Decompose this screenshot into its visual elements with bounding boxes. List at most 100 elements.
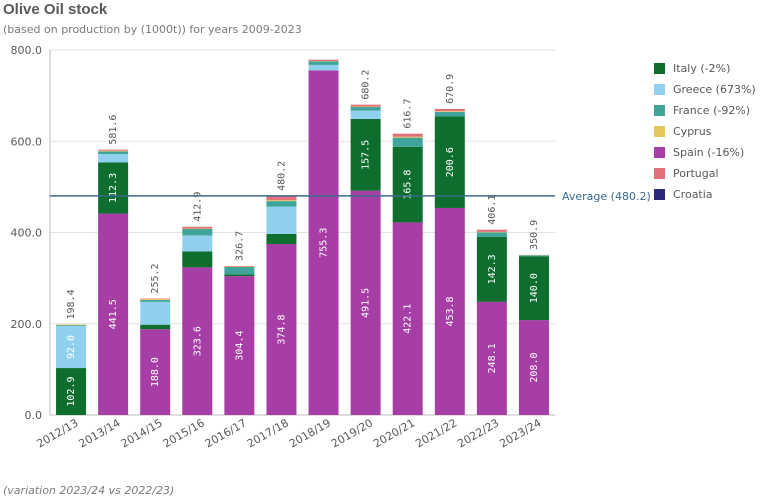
bar-segment[interactable] — [140, 298, 171, 300]
bar-segment[interactable] — [476, 236, 507, 302]
bar-segment[interactable] — [224, 274, 255, 277]
total-label: 198.4 — [66, 289, 77, 319]
chart-subtitle: (based on production by (1000t)) for yea… — [3, 23, 302, 36]
bar-segment[interactable] — [266, 195, 297, 201]
bar-segment[interactable] — [434, 111, 465, 112]
bar-segment[interactable] — [350, 190, 381, 415]
bar-segment[interactable] — [392, 146, 423, 223]
bar-segment[interactable] — [182, 251, 213, 268]
legend-label: France (-92%) — [673, 104, 751, 117]
data-label: 165.8 — [403, 170, 414, 200]
bar-segment[interactable] — [350, 110, 381, 119]
bar-segment[interactable] — [308, 70, 339, 415]
x-tick-label: 2018/19 — [287, 416, 333, 450]
bar-segment[interactable] — [140, 301, 171, 325]
bar-segment[interactable] — [56, 325, 87, 327]
bar-segment[interactable] — [98, 213, 129, 415]
bar-segment[interactable] — [182, 267, 213, 415]
bar-segment[interactable] — [266, 201, 297, 207]
bar-segment[interactable] — [56, 324, 87, 326]
legend-label: Croatia — [673, 188, 713, 201]
total-label: 350.9 — [529, 220, 540, 250]
legend-item[interactable]: Croatia — [654, 184, 756, 205]
bar-segment[interactable] — [350, 107, 381, 111]
bar-segment[interactable] — [350, 104, 381, 107]
bar-segment[interactable] — [266, 200, 297, 202]
total-label: 255.2 — [150, 263, 161, 293]
bar-segment[interactable] — [308, 59, 339, 62]
legend-label: Italy (-2%) — [673, 62, 731, 75]
bar-segment[interactable] — [98, 150, 129, 152]
x-tick-label: 2022/23 — [455, 416, 501, 450]
bar-segment[interactable] — [182, 226, 213, 229]
bar-segment[interactable] — [434, 207, 465, 415]
legend-item[interactable]: Spain (-16%) — [654, 142, 756, 163]
bar-segment[interactable] — [98, 154, 129, 163]
data-label: 112.3 — [108, 173, 119, 203]
data-label: 441.5 — [108, 299, 119, 329]
bar-segment[interactable] — [140, 300, 171, 302]
total-label: 680.2 — [361, 70, 372, 100]
data-label: 453.8 — [445, 296, 456, 326]
total-label: 480.2 — [276, 161, 287, 191]
bar-segment[interactable] — [98, 151, 129, 155]
bar-segment[interactable] — [392, 222, 423, 415]
bar-segment[interactable] — [434, 108, 465, 112]
bar-segment[interactable] — [476, 301, 507, 415]
legend-label: Portugal — [673, 167, 719, 180]
bar-segment[interactable] — [434, 111, 465, 117]
bar-segment[interactable] — [182, 229, 213, 236]
bar-segment[interactable] — [350, 118, 381, 191]
bar-segment[interactable] — [224, 265, 255, 267]
y-tick-label: 0.0 — [25, 409, 43, 422]
x-tick-label: 2015/16 — [161, 416, 207, 450]
legend-label: Spain (-16%) — [673, 146, 745, 159]
total-label: 616.7 — [403, 99, 414, 129]
legend-swatch — [654, 84, 665, 95]
bar-segment[interactable] — [434, 116, 465, 208]
bar-segment[interactable] — [308, 61, 339, 65]
x-tick-label: 2019/20 — [329, 416, 375, 450]
bar-segment[interactable] — [98, 162, 129, 214]
data-label: 102.9 — [66, 376, 77, 406]
legend-item[interactable]: Italy (-2%) — [654, 58, 756, 79]
legend-item[interactable]: France (-92%) — [654, 100, 756, 121]
x-tick-label: 2021/22 — [413, 416, 459, 450]
bar-segment[interactable] — [56, 368, 87, 415]
total-label: 670.9 — [445, 74, 456, 104]
bar-segment[interactable] — [98, 149, 129, 151]
bar-segment[interactable] — [392, 137, 423, 147]
bar-segment[interactable] — [518, 320, 549, 415]
bar-segment[interactable] — [224, 276, 255, 415]
y-tick-label: 800.0 — [11, 44, 43, 57]
data-label: 323.6 — [192, 326, 203, 356]
bar-segment[interactable] — [266, 206, 297, 234]
legend-swatch — [654, 105, 665, 116]
bar-segment[interactable] — [476, 229, 507, 232]
bar-segment[interactable] — [140, 329, 171, 415]
bar-segment[interactable] — [308, 64, 339, 71]
legend-item[interactable]: Cyprus — [654, 121, 756, 142]
bar-segment[interactable] — [266, 243, 297, 415]
data-label: 92.0 — [66, 335, 77, 359]
bar-segment[interactable] — [56, 326, 87, 369]
data-label: 188.0 — [150, 357, 161, 387]
bar-segment[interactable] — [476, 232, 507, 237]
legend-swatch — [654, 63, 665, 74]
y-tick-label: 600.0 — [11, 135, 43, 148]
legend-swatch — [654, 168, 665, 179]
bar-segment[interactable] — [266, 233, 297, 244]
bar-segment[interactable] — [140, 299, 171, 301]
x-tick-label: 2017/18 — [245, 416, 291, 450]
bar-segment[interactable] — [392, 136, 423, 138]
bar-segment[interactable] — [518, 256, 549, 321]
bar-segment[interactable] — [518, 255, 549, 257]
total-label: 412.9 — [192, 192, 203, 222]
bar-segment[interactable] — [140, 324, 171, 330]
data-label: 140.0 — [529, 273, 540, 303]
bar-segment[interactable] — [224, 266, 255, 275]
legend-item[interactable]: Greece (673%) — [654, 79, 756, 100]
bar-segment[interactable] — [182, 235, 213, 252]
bar-segment[interactable] — [392, 133, 423, 137]
legend-item[interactable]: Portugal — [654, 163, 756, 184]
